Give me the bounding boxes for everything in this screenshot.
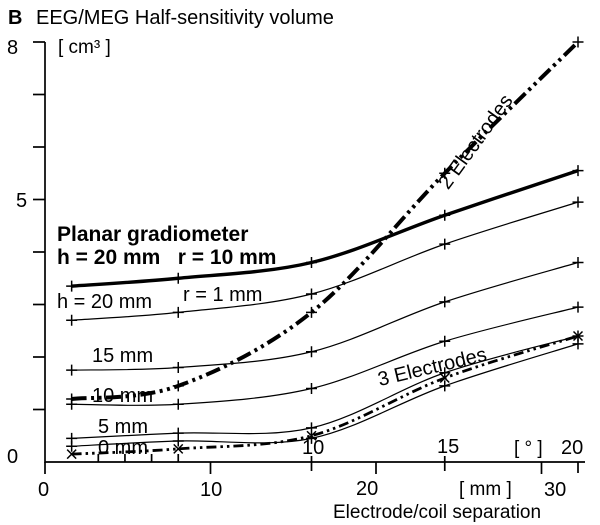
h5mm-label: 5 mm: [98, 416, 148, 438]
two-electrodes-label: 2 Electrodes: [434, 90, 518, 194]
x-axis-title: Electrode/coil separation: [333, 502, 542, 523]
mm-tick-label-30: 30: [544, 479, 567, 501]
y-axis-unit: [ cm³ ]: [58, 37, 111, 58]
deg-axis-unit: [ ° ]: [514, 438, 543, 459]
h15mm-label: 15 mm: [92, 345, 154, 367]
three-electrodes-label: 3 Electrodes: [375, 343, 489, 392]
planar-gradiometer-label: Planar gradiometer: [57, 223, 249, 246]
h20mm-label: h = 20 mm: [57, 291, 153, 313]
mm-tick-label-0: 0: [38, 479, 50, 501]
panel-letter: B: [8, 7, 23, 29]
mm-axis-unit: [ mm ]: [459, 479, 512, 500]
h0mm-label: 0 mm: [98, 437, 148, 459]
y-tick-label-0: 0: [7, 446, 19, 468]
mm-tick-label-10: 10: [200, 479, 223, 501]
deg-tick-label-15: 15: [437, 436, 460, 458]
y-tick-label-5: 5: [16, 190, 28, 212]
mm-tick-label-20: 20: [356, 478, 379, 500]
r1mm-label: r = 1 mm: [183, 284, 263, 306]
y-tick-label-8: 8: [7, 37, 19, 59]
h10mm-label: 10 mm: [92, 385, 154, 407]
deg-tick-label-10: 10: [302, 437, 325, 459]
planar-gradiometer-params-label: h = 20 mm r = 10 mm: [57, 246, 277, 269]
deg-tick-label-20: 20: [561, 437, 584, 459]
chart-title: EEG/MEG Half-sensitivity volume: [36, 7, 334, 29]
